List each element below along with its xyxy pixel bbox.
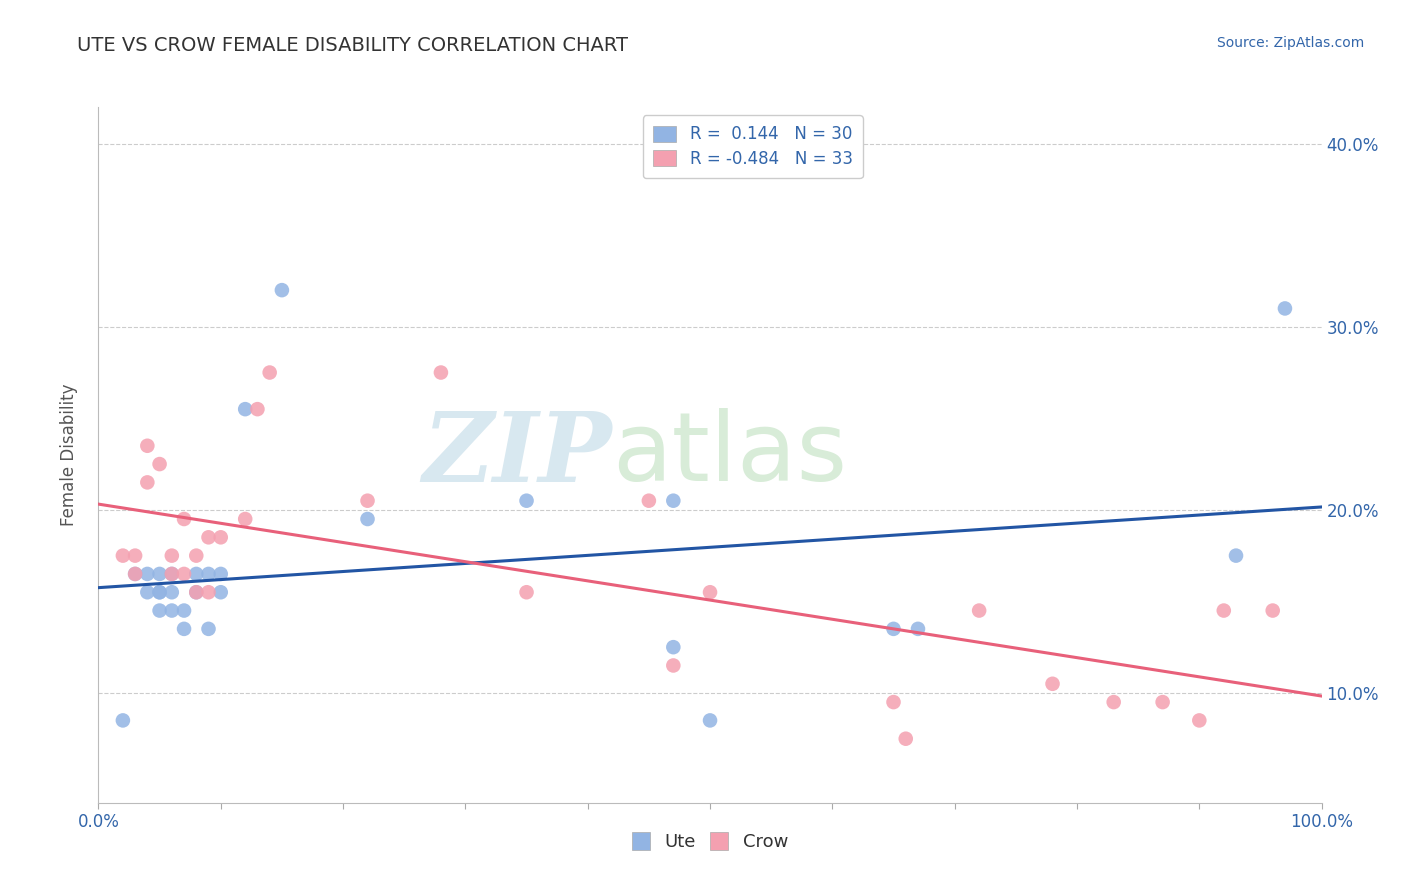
Point [149, 457, 172, 471]
Point [883, 622, 905, 636]
Point [186, 585, 208, 599]
Text: atlas: atlas [612, 409, 848, 501]
Point [699, 714, 721, 728]
Point [967, 603, 990, 617]
Point [259, 366, 281, 380]
Point [124, 566, 146, 581]
Point [149, 566, 172, 581]
Point [136, 566, 159, 581]
Point [515, 493, 537, 508]
Point [149, 585, 172, 599]
Point [186, 549, 208, 563]
Point [197, 530, 219, 544]
Point [149, 585, 172, 599]
Point [160, 566, 183, 581]
Point [1042, 677, 1064, 691]
Point [1225, 549, 1247, 563]
Text: ZIP: ZIP [423, 408, 612, 502]
Point [173, 622, 195, 636]
Point [197, 622, 219, 636]
Point [209, 585, 232, 599]
Point [883, 695, 905, 709]
Point [197, 566, 219, 581]
Point [907, 622, 929, 636]
Point [209, 530, 232, 544]
Point [356, 493, 378, 508]
Point [1274, 301, 1296, 316]
Point [662, 658, 685, 673]
Text: UTE VS CROW FEMALE DISABILITY CORRELATION CHART: UTE VS CROW FEMALE DISABILITY CORRELATIO… [77, 36, 628, 54]
Point [160, 603, 183, 617]
Point [515, 585, 537, 599]
Point [209, 566, 232, 581]
Point [1152, 695, 1174, 709]
Point [160, 566, 183, 581]
Point [1188, 714, 1211, 728]
Point [270, 283, 294, 297]
Point [662, 640, 685, 655]
Text: Source: ZipAtlas.com: Source: ZipAtlas.com [1216, 36, 1364, 50]
Point [430, 366, 453, 380]
Point [160, 549, 183, 563]
Point [1212, 603, 1234, 617]
Point [124, 549, 146, 563]
Point [173, 603, 195, 617]
Point [136, 439, 159, 453]
Point [111, 549, 134, 563]
Point [233, 512, 256, 526]
Point [186, 566, 208, 581]
Point [136, 475, 159, 490]
Point [186, 585, 208, 599]
Point [233, 402, 256, 417]
Y-axis label: Female Disability: Female Disability [59, 384, 77, 526]
Point [111, 714, 134, 728]
Point [699, 585, 721, 599]
Point [197, 585, 219, 599]
Point [160, 585, 183, 599]
Point [124, 566, 146, 581]
Point [136, 585, 159, 599]
Point [894, 731, 917, 746]
Point [1102, 695, 1125, 709]
Point [662, 493, 685, 508]
Point [246, 402, 269, 417]
Point [173, 566, 195, 581]
Point [173, 512, 195, 526]
Point [637, 493, 661, 508]
Point [1261, 603, 1284, 617]
Point [149, 603, 172, 617]
Legend: Ute, Crow: Ute, Crow [627, 827, 793, 856]
Point [356, 512, 378, 526]
